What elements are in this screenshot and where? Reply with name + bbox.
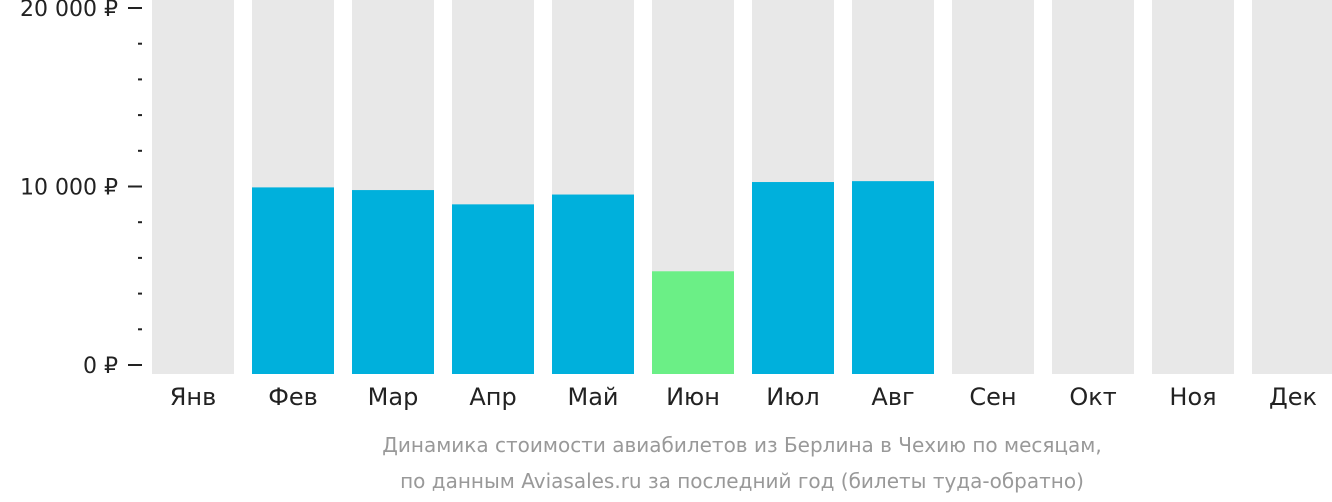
bar-2[interactable] (252, 187, 334, 374)
bar-8[interactable] (852, 181, 934, 374)
x-tick-label-7: Июл (766, 383, 820, 411)
bar-background-1 (152, 0, 234, 374)
chart-caption: Динамика стоимости авиабилетов из Берлин… (382, 433, 1101, 493)
y-tick-label-3: 20 000 ₽ (20, 0, 118, 22)
x-tick-label-9: Сен (969, 383, 1016, 411)
x-tick-label-6: Июн (666, 383, 720, 411)
x-tick-label-1: Янв (170, 383, 217, 411)
x-tick-label-3: Мар (368, 383, 419, 411)
y-tick-label-1: 0 ₽ (83, 354, 118, 379)
x-tick-label-10: Окт (1069, 383, 1116, 411)
bar-7[interactable] (752, 182, 834, 374)
caption-line-2: по данным Aviasales.ru за последний год … (400, 469, 1084, 493)
y-axis: 0 ₽ 10 000 ₽ 20 000 ₽ (20, 0, 142, 379)
y-tick-label-2: 10 000 ₽ (20, 176, 118, 201)
bar-background-11 (1152, 0, 1234, 374)
bar-3[interactable] (352, 190, 434, 374)
bar-background-9 (952, 0, 1034, 374)
bar-4[interactable] (452, 204, 534, 374)
caption-line-1: Динамика стоимости авиабилетов из Берлин… (382, 433, 1101, 457)
data-bars (252, 181, 934, 374)
x-tick-label-8: Авг (871, 383, 914, 411)
bar-background-10 (1052, 0, 1134, 374)
bar-background-12 (1252, 0, 1332, 374)
x-tick-label-12: Дек (1269, 383, 1317, 411)
x-tick-label-5: Май (567, 383, 618, 411)
bar-6[interactable] (652, 271, 734, 374)
x-tick-label-11: Ноя (1169, 383, 1216, 411)
x-tick-label-2: Фев (268, 383, 318, 411)
x-axis: Янв Фев Мар Апр Май Июн Июл Авг Сен Окт Ноя Дек (170, 383, 1317, 411)
x-tick-label-4: Апр (469, 383, 516, 411)
bar-5[interactable] (552, 194, 634, 374)
